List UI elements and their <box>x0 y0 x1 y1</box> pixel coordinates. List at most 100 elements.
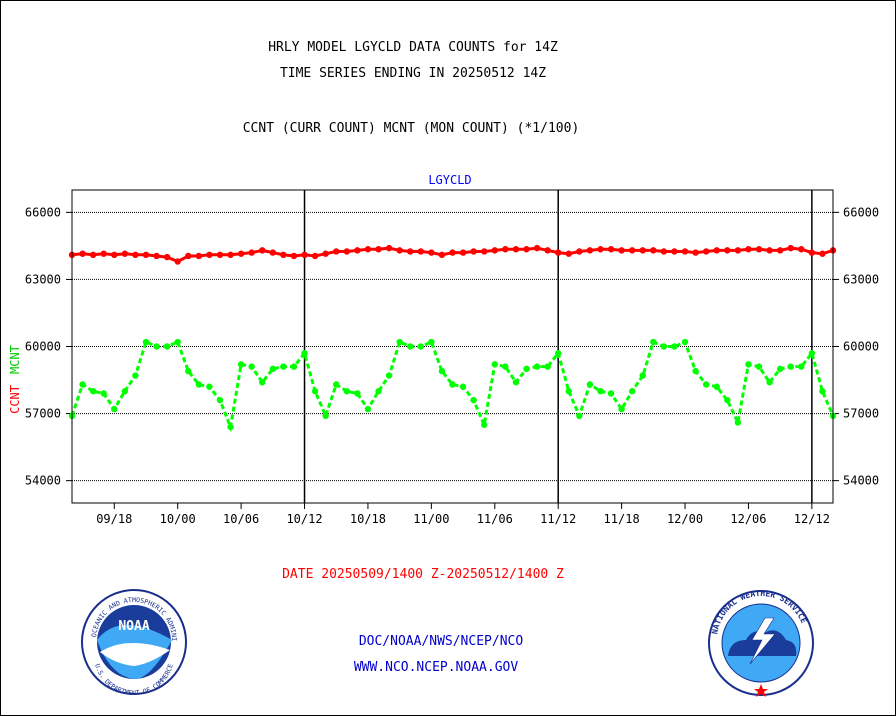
data-point-ccnt <box>481 248 488 255</box>
data-point-ccnt <box>163 253 171 261</box>
data-point-ccnt <box>385 244 393 252</box>
data-point-ccnt <box>269 249 277 256</box>
data-point-mcnt <box>554 350 562 357</box>
data-point-ccnt <box>523 246 530 253</box>
data-point-mcnt <box>512 379 520 386</box>
data-point-mcnt <box>787 363 794 370</box>
data-point-ccnt <box>639 247 646 254</box>
data-point-mcnt <box>449 381 456 388</box>
data-point-mcnt <box>628 388 636 395</box>
data-point-mcnt <box>290 363 298 370</box>
data-point-ccnt <box>692 249 699 256</box>
data-point-ccnt <box>776 247 784 254</box>
xlabel-date-range: DATE 20250509/1400 Z-20250512/1400 Z <box>282 567 564 582</box>
data-point-mcnt <box>798 363 805 370</box>
data-point-ccnt <box>111 251 118 259</box>
data-point-mcnt <box>396 338 403 346</box>
data-point-ccnt <box>702 248 710 255</box>
data-point-ccnt <box>565 250 572 257</box>
xtick-label: 12/12 <box>794 512 830 526</box>
data-point-mcnt <box>459 383 467 390</box>
ytick-label-left: 66000 <box>25 205 61 219</box>
data-point-ccnt <box>766 247 773 254</box>
ylabel-ccnt: CCNT <box>8 385 22 414</box>
data-point-ccnt <box>216 251 224 259</box>
data-point-ccnt <box>671 248 678 255</box>
data-point-mcnt <box>533 363 541 370</box>
data-point-ccnt <box>322 250 329 257</box>
ytick-label-right: 60000 <box>843 340 879 354</box>
data-point-ccnt <box>132 251 139 259</box>
data-point-mcnt <box>650 338 657 346</box>
plot-area-border <box>71 189 834 504</box>
chart-subtitle: CCNT (CURR COUNT) MCNT (MON COUNT) (*1/1… <box>243 121 580 136</box>
data-point-ccnt <box>142 251 150 259</box>
data-point-mcnt <box>364 405 372 413</box>
xtick-label: 11/12 <box>540 512 576 526</box>
data-point-mcnt <box>375 388 382 395</box>
data-point-ccnt <box>301 251 308 259</box>
data-point-ccnt <box>628 247 636 254</box>
data-point-mcnt <box>142 338 150 346</box>
data-point-mcnt <box>216 396 224 404</box>
data-point-ccnt <box>798 246 805 253</box>
data-point-mcnt <box>523 365 530 373</box>
data-point-mcnt <box>438 367 446 375</box>
chart-title-line-2: TIME SERIES ENDING IN 20250512 14Z <box>280 66 546 81</box>
data-point-mcnt <box>301 350 308 357</box>
ylabel-mcnt: MCNT <box>8 345 22 374</box>
data-point-ccnt <box>597 246 604 253</box>
data-point-mcnt <box>755 363 763 370</box>
data-point-ccnt <box>428 249 435 256</box>
data-point-ccnt <box>290 252 298 260</box>
data-point-mcnt <box>185 367 192 375</box>
data-point-ccnt <box>681 248 689 255</box>
data-point-ccnt <box>185 252 192 260</box>
data-point-mcnt <box>724 396 731 404</box>
data-point-ccnt <box>502 246 509 253</box>
data-point-mcnt <box>776 365 784 373</box>
ytick-label-left: 57000 <box>25 407 61 421</box>
data-point-mcnt <box>206 383 213 390</box>
data-point-mcnt <box>237 361 245 368</box>
data-point-mcnt <box>121 388 129 395</box>
data-point-mcnt <box>766 379 773 386</box>
footer-line-1: DOC/NOAA/NWS/NCEP/NCO <box>359 634 524 649</box>
xtick-label: 11/18 <box>604 512 640 526</box>
data-point-ccnt <box>470 248 477 255</box>
data-point-mcnt <box>819 388 826 395</box>
data-point-ccnt <box>407 248 414 255</box>
data-point-ccnt <box>364 246 372 253</box>
nws-logo: NATIONAL WEATHER SERVICE <box>708 589 814 697</box>
data-point-mcnt <box>660 343 668 350</box>
data-point-ccnt <box>153 252 160 260</box>
data-point-ccnt <box>713 247 720 254</box>
ytick-label-left: 60000 <box>25 340 61 354</box>
data-point-mcnt <box>333 381 340 388</box>
data-point-ccnt <box>459 249 467 256</box>
data-point-ccnt <box>248 249 255 256</box>
data-point-mcnt <box>311 388 319 395</box>
data-point-ccnt <box>237 250 245 257</box>
data-point-mcnt <box>354 390 361 397</box>
data-point-mcnt <box>618 405 625 413</box>
ytick-label-right: 66000 <box>843 205 879 219</box>
data-point-ccnt <box>333 248 340 255</box>
data-point-ccnt <box>396 247 403 254</box>
data-point-mcnt <box>79 381 86 388</box>
data-point-ccnt <box>533 244 541 252</box>
noaa-logo-text: NOAA <box>118 619 149 634</box>
data-point-ccnt <box>449 249 456 256</box>
footer-line-2: WWW.NCO.NCEP.NOAA.GOV <box>354 660 519 675</box>
data-point-mcnt <box>153 343 160 350</box>
data-point-mcnt <box>470 396 477 404</box>
data-point-ccnt <box>544 247 551 254</box>
data-point-mcnt <box>734 419 742 426</box>
ytick-label-right: 54000 <box>843 474 879 488</box>
data-point-mcnt <box>259 379 266 386</box>
data-point-mcnt <box>280 363 287 370</box>
data-point-ccnt <box>745 246 752 253</box>
data-point-ccnt <box>206 251 213 259</box>
xtick-label: 10/06 <box>223 512 259 526</box>
chart-title-line-1: HRLY MODEL LGYCLD DATA COUNTS for 14Z <box>268 40 558 55</box>
